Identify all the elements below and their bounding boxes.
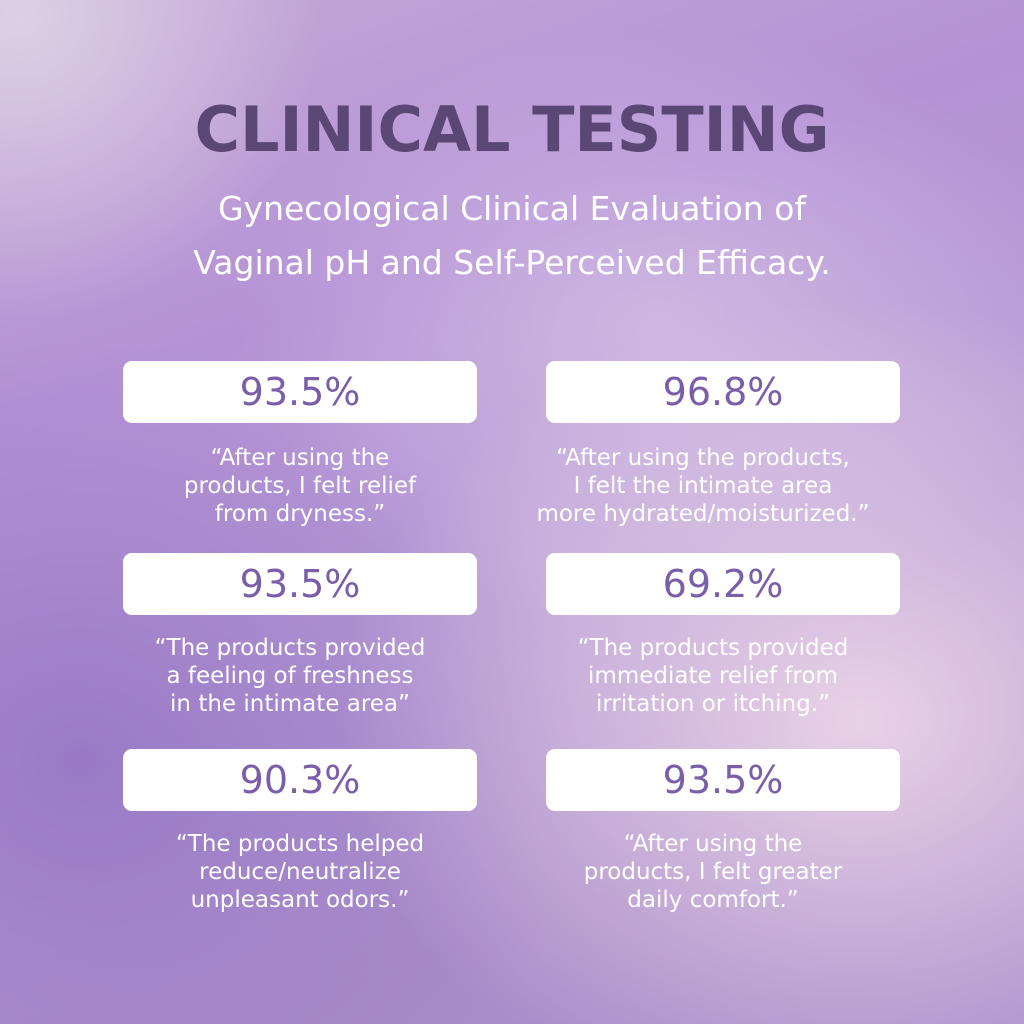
page-title: CLINICAL TESTING: [194, 93, 830, 166]
quote-line: from dryness.”: [214, 501, 386, 527]
quote-line: in the intimate area”: [170, 691, 410, 717]
stat-value-box: 93.5%: [123, 361, 477, 423]
quote-line: a feeling of freshness: [166, 663, 414, 689]
stat-value-box: 93.5%: [546, 749, 900, 811]
stat-value-box: 96.8%: [546, 361, 900, 423]
quote-line: more hydrated/moisturized.”: [536, 501, 870, 527]
quote-line: immediate relief from: [588, 663, 838, 689]
quote-line: “After using the products,: [556, 445, 850, 471]
quote-line: “After using the: [210, 445, 390, 471]
quote-line: “The products provided: [154, 635, 426, 661]
quote-line: irritation or itching.”: [595, 691, 831, 717]
stat-quote: “The products provided a feeling of fres…: [80, 634, 500, 718]
stat-value-box: 93.5%: [123, 553, 477, 615]
stat-quote: “After using the products, I felt greate…: [503, 830, 923, 914]
quote-line: daily comfort.”: [627, 887, 799, 913]
stat-value-box: 69.2%: [546, 553, 900, 615]
stat-quote: “After using the products, I felt the in…: [493, 444, 913, 528]
quote-line: I felt the intimate area: [573, 473, 833, 499]
quote-line: products, I felt greater: [583, 859, 843, 885]
subtitle-line: Vaginal pH and Self-Perceived Efficacy.: [193, 243, 831, 282]
stat-quote: “The products provided immediate relief …: [503, 634, 923, 718]
stat-value-box: 90.3%: [123, 749, 477, 811]
quote-line: products, I felt relief: [183, 473, 417, 499]
quote-line: “The products helped: [175, 831, 425, 857]
subtitle-line: Gynecological Clinical Evaluation of: [217, 189, 807, 228]
quote-line: “The products provided: [577, 635, 849, 661]
quote-line: unpleasant odors.”: [190, 887, 410, 913]
quote-line: reduce/neutralize: [199, 859, 401, 885]
quote-line: “After using the: [623, 831, 803, 857]
stat-quote: “After using the products, I felt relief…: [90, 444, 510, 528]
stat-quote: “The products helped reduce/neutralize u…: [90, 830, 510, 914]
page-subtitle: Gynecological Clinical Evaluation of Vag…: [62, 182, 962, 290]
